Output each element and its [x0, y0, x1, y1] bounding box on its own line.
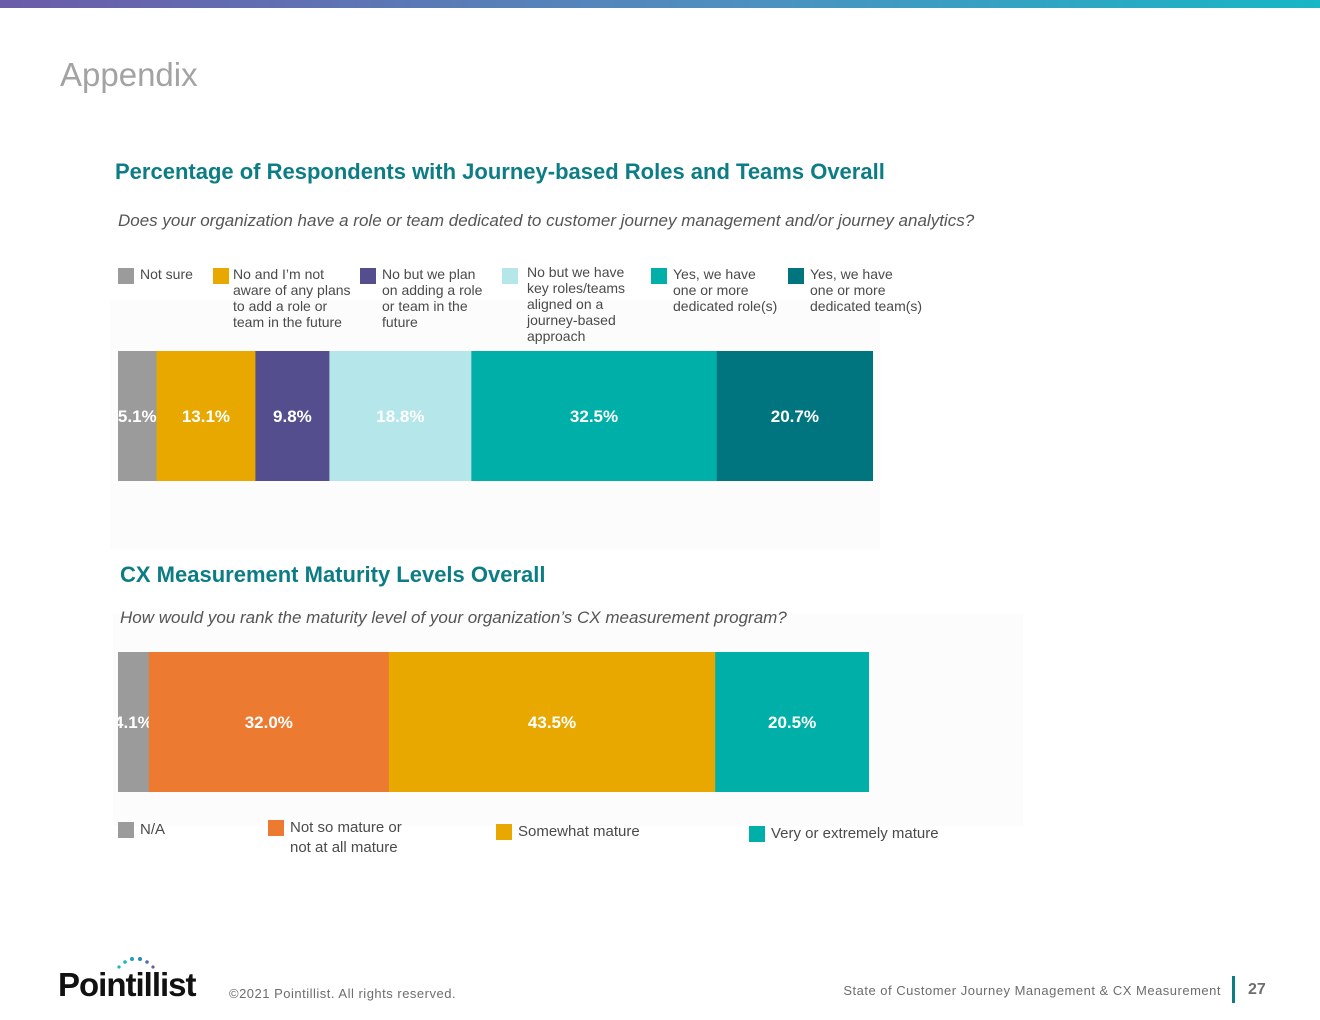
legend-label: N/A [140, 821, 166, 838]
chart2-data-label-0: 4.1% [118, 713, 153, 732]
chart2-bar-segment-0 [118, 652, 150, 792]
chart1-data-label-0: 5.1% [118, 407, 157, 426]
chart2-data-label-1: 32.0% [245, 713, 293, 732]
legend-item-very-mature: Very or extremely mature [749, 824, 939, 844]
chart1-question: Does your organization have a role or te… [118, 211, 975, 230]
legend-label: Very or extremely mature [771, 825, 939, 842]
chart1-stacked-bar: 5.1% 13.1% 9.8% 18.8% 32.5% 20.7% [118, 351, 873, 481]
legend-item-key-roles: No but we have key roles/teams aligned o… [502, 264, 625, 344]
copyright-text: ©2021 Pointillist. All rights reserved. [229, 986, 457, 1001]
legend-item-somewhat-mature: Somewhat mature [496, 822, 640, 842]
page-title: Appendix [60, 56, 198, 93]
logo-dots-icon [117, 957, 155, 969]
legend-item-not-sure: Not sure [118, 266, 193, 284]
footer-divider [1232, 976, 1235, 1003]
chart1-data-label-1: 13.1% [182, 407, 230, 426]
legend-label: No but we have key roles/teams aligned o… [527, 264, 626, 344]
chart1-data-label-4: 32.5% [570, 407, 618, 426]
report-title: State of Customer Journey Management & C… [843, 983, 1221, 998]
chart1-data-label-3: 18.8% [376, 407, 424, 426]
legend-label: Somewhat mature [518, 823, 640, 840]
chart1-bar-segment-5 [716, 351, 873, 481]
legend-label: Yes, we have one or more dedicated role(… [673, 266, 778, 314]
chart2-stacked-bar: 4.1% 32.0% 43.5% 20.5% [118, 652, 869, 792]
page-number: 27 [1248, 981, 1266, 998]
pointillist-logo: Pointillist [58, 957, 196, 1004]
legend-swatch [788, 268, 804, 284]
chart1-bar-segment-4 [471, 351, 718, 481]
legend-label: Yes, we have one or more dedicated team(… [810, 266, 923, 314]
chart2-data-label-3: 20.5% [768, 713, 816, 732]
chart2-bar-segment-2 [388, 652, 716, 792]
chart2-data-label-2: 43.5% [528, 713, 576, 732]
legend-label: Not sure [140, 266, 193, 282]
chart1-bar-segment-0 [118, 351, 158, 481]
legend-item-dedicated-teams: Yes, we have one or more dedicated team(… [788, 266, 922, 314]
chart2-title: CX Measurement Maturity Levels Overall [120, 562, 546, 587]
legend-swatch [496, 824, 512, 840]
legend-item-dedicated-roles: Yes, we have one or more dedicated role(… [651, 266, 777, 314]
legend-item-not-mature: Not so mature or not at all mature [268, 818, 402, 858]
legend-label: Not so mature or not at all mature [290, 819, 402, 856]
chart2-bar-segment-1 [148, 652, 390, 792]
chart2-question: How would you rank the maturity level of… [120, 608, 787, 627]
chart1-data-label-2: 9.8% [273, 407, 312, 426]
chart1-data-label-5: 20.7% [771, 407, 819, 426]
legend-swatch [118, 822, 134, 838]
legend-item-no-plans: No and I’m not aware of any plans to add… [213, 266, 351, 330]
legend-swatch [651, 268, 667, 284]
legend-swatch [268, 820, 284, 836]
chart1-bar-segment-1 [156, 351, 256, 481]
logo-text: Pointillist [58, 966, 196, 1003]
legend-label: No but we plan on adding a role or team … [382, 266, 483, 330]
legend-item-na: N/A [118, 820, 165, 840]
chart1-bar-segment-3 [329, 351, 472, 481]
legend-swatch [118, 268, 134, 284]
chart2-bar-segment-3 [715, 652, 869, 792]
top-gradient-bar [0, 0, 1320, 8]
legend-swatch [213, 268, 229, 284]
legend-swatch [749, 826, 765, 842]
legend-item-plan-adding: No but we plan on adding a role or team … [360, 266, 482, 330]
legend-swatch [502, 268, 518, 284]
chart1-bar-segment-2 [255, 351, 330, 481]
chart1-title: Percentage of Respondents with Journey-b… [115, 159, 885, 184]
legend-label: No and I’m not aware of any plans to add… [233, 266, 351, 330]
legend-swatch [360, 268, 376, 284]
